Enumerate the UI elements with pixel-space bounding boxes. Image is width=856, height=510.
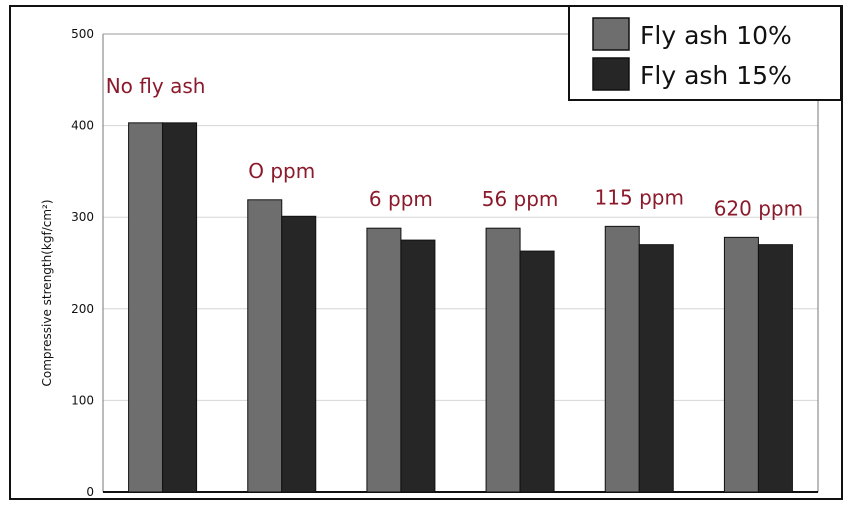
category-labels: No fly ash O ppm 6 ppm 56 ppm 115 ppm 620 ppm	[106, 74, 803, 221]
legend-swatch-fly-ash-15	[592, 57, 630, 91]
bar-fly-ash-15-0	[162, 122, 198, 493]
legend-label-fly-ash-10: Fly ash 10%	[640, 21, 792, 50]
bar-fly-ash-10-1	[247, 199, 283, 493]
bar-fly-ash-10-5	[723, 236, 759, 493]
category-label: 115 ppm	[595, 185, 684, 209]
bar-fly-ash-15-1	[281, 215, 317, 493]
category-label: 56 ppm	[482, 187, 559, 211]
bar-fly-ash-10-3	[485, 227, 521, 493]
bar-fly-ash-10-4	[604, 225, 640, 493]
y-axis-label: Compressive strength(kgf/cm²)	[40, 199, 54, 386]
category-label: No fly ash	[106, 74, 206, 98]
bar-fly-ash-10-2	[366, 227, 402, 493]
y-tick-label: 500	[71, 27, 94, 41]
legend-swatch-fly-ash-10	[592, 17, 630, 51]
bar-fly-ash-15-2	[400, 239, 436, 493]
y-tick-label: 400	[71, 119, 94, 133]
bar-fly-ash-10-0	[128, 122, 164, 493]
legend: Fly ash 10% Fly ash 15%	[568, 5, 842, 101]
bar-fly-ash-15-3	[519, 250, 555, 493]
y-tick-label: 100	[71, 393, 94, 407]
bars	[128, 122, 793, 493]
y-tick-label: 0	[86, 485, 94, 499]
y-tick-label: 300	[71, 210, 94, 224]
category-label: 620 ppm	[714, 196, 803, 220]
category-label: O ppm	[248, 159, 315, 183]
bar-fly-ash-15-5	[757, 244, 793, 493]
category-label: 6 ppm	[369, 187, 433, 211]
legend-label-fly-ash-15: Fly ash 15%	[640, 61, 792, 90]
y-tick-labels: 0 100 200 300 400 500	[71, 27, 94, 499]
y-tick-label: 200	[71, 302, 94, 316]
bar-fly-ash-15-4	[638, 244, 674, 493]
